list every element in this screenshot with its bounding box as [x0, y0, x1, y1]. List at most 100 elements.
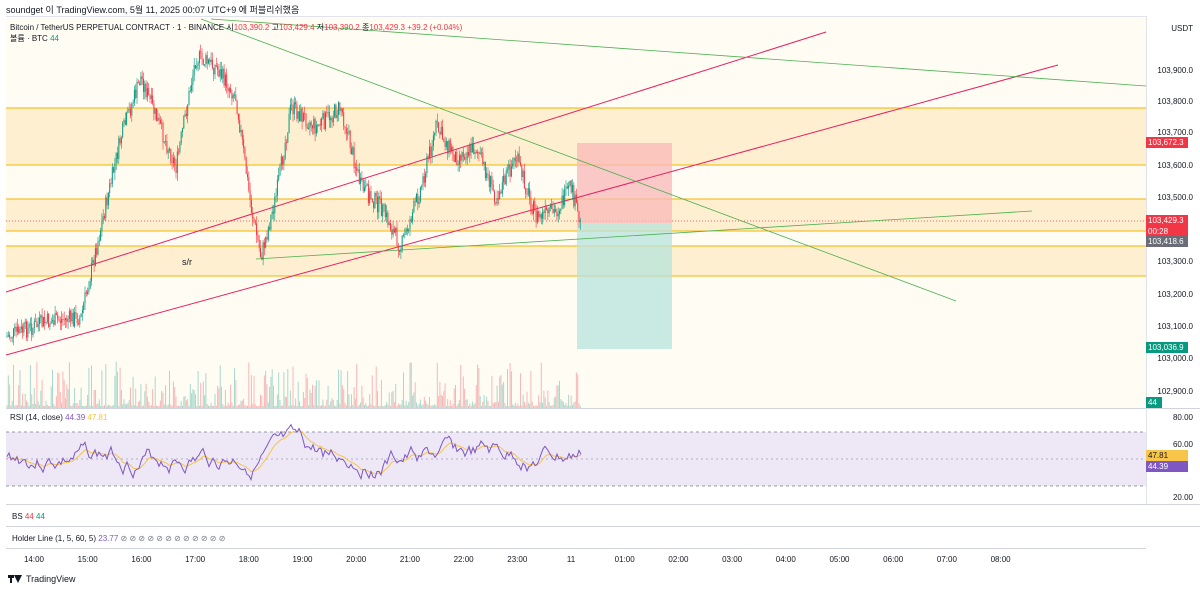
volume-bar — [305, 373, 307, 409]
volume-label[interactable]: 볼륨 · BTC — [10, 34, 48, 43]
candle-body — [448, 140, 450, 154]
volume-bar — [542, 402, 544, 409]
volume-bar — [430, 405, 432, 409]
bs-pane[interactable]: BS 44 44 — [6, 504, 1200, 527]
holder-label[interactable]: Holder Line (1, 5, 60, 5) — [12, 534, 97, 543]
candle-body — [276, 179, 278, 196]
candle-body — [358, 169, 360, 184]
volume-bar — [523, 401, 525, 409]
currency-label[interactable]: USDT — [1171, 24, 1193, 33]
candle-body — [196, 65, 198, 69]
upper-level-tag[interactable]: 103,672.3 — [1146, 137, 1188, 148]
candle-body — [218, 69, 220, 77]
candle-body — [486, 173, 488, 179]
volume-bar — [468, 406, 469, 409]
candle-body — [405, 228, 407, 235]
stop-loss-box[interactable] — [577, 143, 672, 223]
candle-body — [280, 156, 282, 166]
candle-body — [364, 187, 365, 191]
volume-bar — [495, 402, 497, 409]
volume-bar — [521, 405, 523, 409]
volume-bar — [192, 389, 194, 409]
main-chart-pane[interactable]: s/r — [6, 16, 1146, 409]
volume-bar — [543, 390, 545, 409]
volume-bar — [412, 395, 414, 409]
target-price-tag[interactable]: 103,036.9 — [1146, 342, 1188, 353]
volume-bar — [404, 405, 406, 409]
resistance-zone[interactable] — [6, 108, 1146, 165]
candle-body — [28, 324, 30, 328]
tradingview-logo-icon — [8, 575, 22, 583]
bs-label[interactable]: BS — [12, 512, 23, 521]
price-chart-svg[interactable]: s/r — [6, 17, 1146, 409]
candle-body — [386, 212, 388, 218]
candle-body — [132, 102, 134, 104]
candle-body — [191, 85, 193, 91]
sr-annotation[interactable]: s/r — [182, 257, 192, 267]
trendline-green-top[interactable] — [210, 18, 1146, 87]
time-label: 15:00 — [77, 555, 98, 564]
candle-body — [494, 191, 495, 203]
candle-body — [235, 94, 237, 101]
candle-body — [119, 138, 121, 144]
candle-body — [357, 169, 359, 171]
volume-bar — [553, 397, 555, 409]
volume-bar — [572, 404, 573, 409]
volume-bar — [445, 405, 447, 409]
support-zone[interactable] — [6, 246, 1146, 276]
volume-bar — [221, 386, 222, 409]
bs-value-1: 44 — [24, 512, 34, 521]
volume-bar — [72, 403, 74, 409]
rsi-label[interactable]: RSI (14, close) — [10, 413, 63, 422]
candle-body — [52, 320, 53, 321]
volume-bar — [522, 394, 524, 409]
candle-body — [487, 173, 489, 175]
candle-body — [7, 335, 9, 337]
volume-bar — [500, 375, 502, 409]
rsi-pane[interactable]: RSI (14, close) 44.39 47.81 — [6, 408, 1146, 505]
candle-body — [152, 95, 154, 104]
symbol-title[interactable]: Bitcoin / TetherUS PERPETUAL CONTRACT · … — [10, 23, 225, 32]
candle-body — [305, 113, 307, 128]
rsi-chart-svg[interactable] — [6, 409, 1146, 505]
candle-body — [102, 216, 104, 221]
volume-bar — [45, 400, 47, 409]
trendline-green-support[interactable] — [255, 210, 1033, 260]
mid-zone[interactable] — [6, 199, 1146, 231]
candle-body — [44, 317, 46, 324]
candle-body — [432, 135, 434, 147]
volume-bar — [490, 405, 492, 409]
candle-body — [562, 195, 564, 206]
volume-bar — [76, 402, 78, 409]
candle-body — [418, 201, 420, 204]
candle-body — [369, 191, 371, 204]
take-profit-box[interactable] — [577, 223, 672, 349]
volume-bar — [182, 405, 183, 409]
candle-body — [133, 89, 135, 103]
volume-bar — [183, 396, 185, 409]
candle-body — [137, 81, 139, 84]
volume-bar — [78, 405, 79, 409]
candle-body — [572, 184, 573, 193]
trendline-green-descending[interactable] — [200, 18, 957, 302]
candle-body — [182, 128, 183, 133]
current-price-tag[interactable]: 103,429.3 — [1146, 215, 1188, 226]
candle-body — [16, 326, 18, 332]
volume-bar — [520, 373, 521, 409]
candle-body — [370, 191, 372, 199]
lower-level-tag[interactable]: 103,418.6 — [1146, 236, 1188, 247]
rsi-ma-value: 47.81 — [87, 413, 108, 422]
candle-body — [256, 223, 258, 236]
candle-body — [396, 227, 398, 246]
volume-bar — [184, 396, 186, 409]
volume-bar — [33, 387, 35, 409]
candle-body — [379, 196, 381, 199]
volume-bar — [297, 381, 299, 409]
trendline-steep-red[interactable] — [6, 31, 827, 293]
time-axis[interactable]: 14:00 15:00 16:00 17:00 18:00 19:00 20:00 21:00… — [6, 548, 1146, 571]
volume-bar — [101, 370, 103, 409]
holder-line-pane[interactable]: Holder Line (1, 5, 60, 5) 23.77 ⊘ ⊘ ⊘ ⊘ … — [6, 526, 1200, 549]
candle-body — [317, 124, 319, 126]
volume-bar — [578, 403, 580, 409]
volume-bar — [120, 390, 122, 409]
